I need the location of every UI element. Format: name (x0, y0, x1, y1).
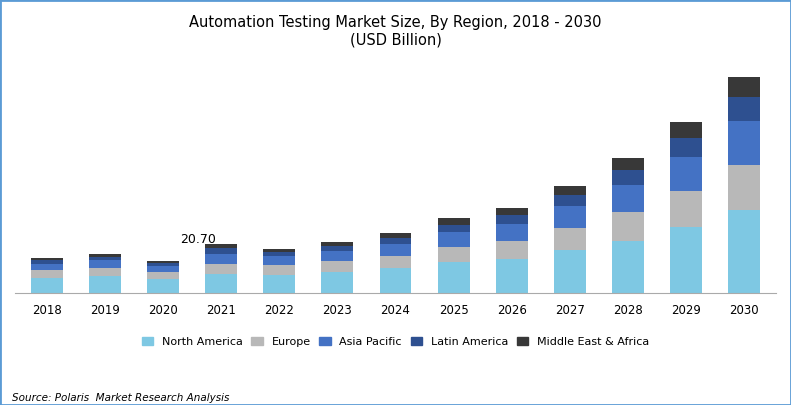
Bar (147, 261, 179, 263)
Bar (147, 263, 179, 266)
Legend: North America, Europe, Asia Pacific, Latin America, Middle East & Africa: North America, Europe, Asia Pacific, Lat… (137, 332, 654, 351)
Bar (380, 268, 411, 293)
Bar (321, 242, 354, 246)
Bar (496, 241, 528, 259)
Bar (89, 254, 121, 257)
Text: Source: Polaris  Market Research Analysis: Source: Polaris Market Research Analysis (12, 393, 229, 403)
Bar (554, 250, 586, 293)
Bar (496, 215, 528, 224)
Bar (89, 276, 121, 293)
Bar (380, 256, 411, 268)
Bar (321, 246, 354, 251)
Bar (89, 260, 121, 268)
Bar (496, 208, 528, 215)
Bar (554, 195, 586, 207)
Bar (728, 121, 760, 165)
Bar (263, 275, 295, 293)
Bar (263, 265, 295, 275)
Bar (496, 224, 528, 241)
Bar (321, 251, 354, 261)
Bar (612, 158, 644, 171)
Bar (437, 225, 470, 232)
Bar (670, 227, 702, 293)
Bar (31, 278, 63, 293)
Bar (321, 261, 354, 272)
Bar (437, 262, 470, 293)
Bar (321, 272, 354, 293)
Bar (205, 264, 237, 273)
Bar (147, 279, 179, 293)
Bar (147, 266, 179, 272)
Bar (380, 238, 411, 244)
Bar (670, 191, 702, 227)
Bar (31, 258, 63, 260)
Bar (89, 257, 121, 260)
Bar (496, 259, 528, 293)
Bar (728, 77, 760, 97)
Title: Automation Testing Market Size, By Region, 2018 - 2030
(USD Billion): Automation Testing Market Size, By Regio… (189, 15, 602, 47)
Text: 20.70: 20.70 (180, 233, 217, 246)
Bar (437, 232, 470, 247)
Bar (554, 185, 586, 195)
Bar (437, 247, 470, 262)
Bar (612, 241, 644, 293)
Bar (31, 270, 63, 278)
Bar (612, 185, 644, 213)
Bar (147, 272, 179, 279)
Bar (554, 207, 586, 228)
Bar (31, 260, 63, 264)
Bar (31, 264, 63, 270)
Bar (612, 171, 644, 185)
Bar (670, 157, 702, 191)
Bar (205, 254, 237, 264)
Bar (205, 273, 237, 293)
Bar (670, 138, 702, 157)
Bar (263, 252, 295, 256)
Bar (263, 249, 295, 252)
Bar (380, 233, 411, 238)
Bar (554, 228, 586, 250)
Bar (728, 97, 760, 121)
Bar (728, 165, 760, 210)
Bar (263, 256, 295, 265)
Bar (205, 244, 237, 248)
Bar (89, 268, 121, 276)
Bar (205, 248, 237, 254)
Bar (380, 244, 411, 256)
Bar (612, 213, 644, 241)
Bar (437, 218, 470, 225)
Bar (728, 210, 760, 293)
Bar (670, 122, 702, 138)
